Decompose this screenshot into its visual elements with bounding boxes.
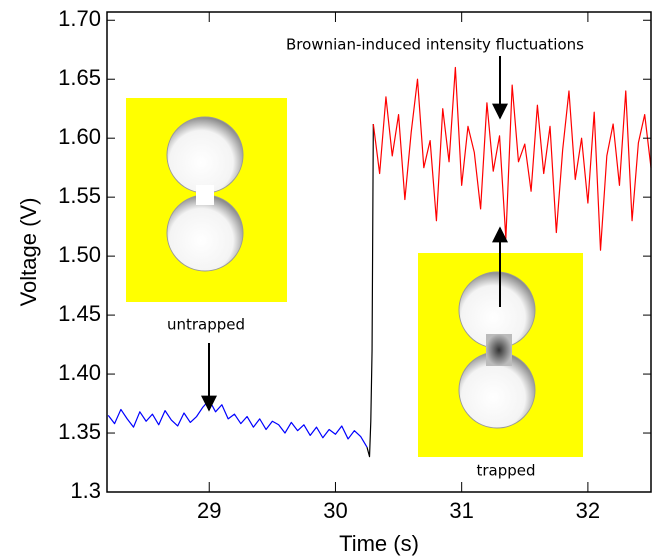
series-line bbox=[372, 66, 652, 251]
y-tick-label: 1.55 bbox=[58, 183, 101, 208]
y-tick-label: 1.50 bbox=[58, 242, 101, 267]
particle bbox=[486, 334, 512, 366]
plot-area bbox=[107, 66, 652, 458]
x-tick-label: 32 bbox=[576, 498, 600, 523]
series-line bbox=[107, 399, 368, 448]
gap bbox=[196, 185, 214, 205]
x-tick-label: 29 bbox=[197, 498, 221, 523]
y-tick-label: 1.60 bbox=[58, 124, 101, 149]
annotation: untrapped bbox=[167, 316, 245, 334]
series-line bbox=[366, 124, 374, 458]
annotation: Brownian-induced intensity fluctuations bbox=[286, 36, 584, 54]
x-tick-label: 31 bbox=[449, 498, 473, 523]
y-tick-label: 1.65 bbox=[58, 65, 101, 90]
x-axis-label: Time (s) bbox=[339, 531, 419, 556]
plot-frame bbox=[106, 11, 652, 493]
y-tick-label: 1.35 bbox=[58, 419, 101, 444]
y-tick-label: 1.70 bbox=[58, 6, 101, 31]
aperture bbox=[166, 116, 244, 194]
x-tick-label: 30 bbox=[323, 498, 347, 523]
y-axis-label: Voltage (V) bbox=[16, 198, 41, 307]
insets: Brownian-induced intensity fluctuations … bbox=[126, 36, 584, 480]
y-tick-label: 1.45 bbox=[58, 301, 101, 326]
annotation: trapped bbox=[476, 462, 535, 480]
aperture bbox=[166, 194, 244, 272]
y-tick-label: 1.3 bbox=[70, 478, 101, 503]
y-tick-label: 1.40 bbox=[58, 360, 101, 385]
